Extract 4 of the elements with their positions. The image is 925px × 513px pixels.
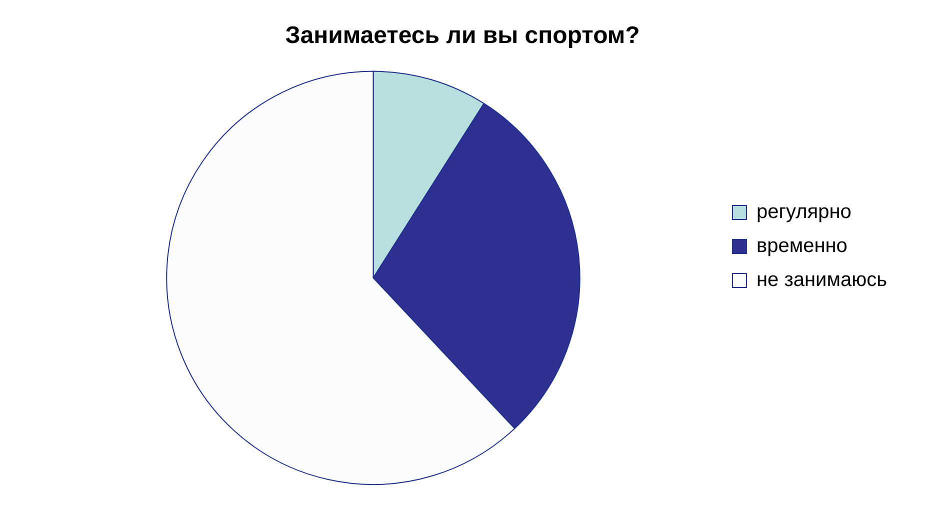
legend-label: временно [756, 235, 848, 258]
legend-label: регулярно [756, 201, 852, 224]
legend-label: не занимаюсь [756, 269, 888, 292]
chart-title: Занимаетесь ли вы спортом? [285, 22, 640, 50]
